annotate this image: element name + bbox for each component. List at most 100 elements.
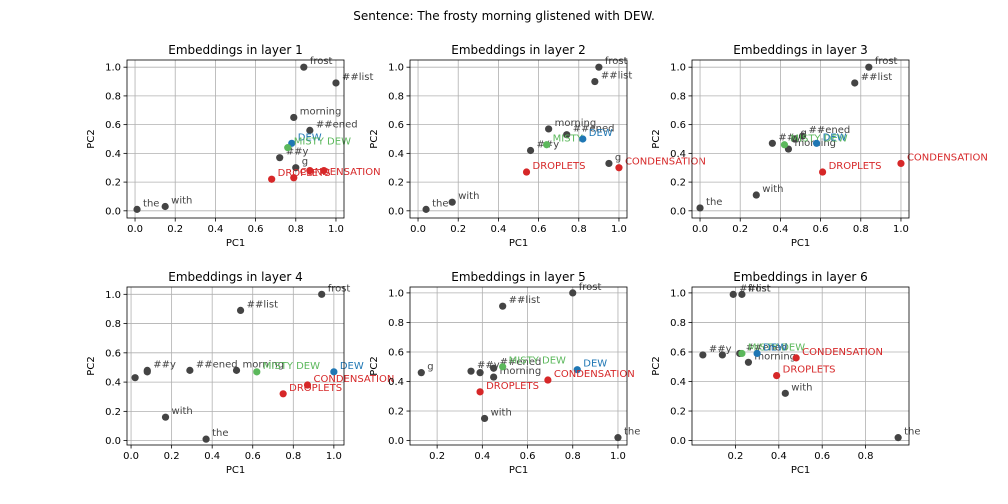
y-tick-label: 0.0 (388, 206, 404, 217)
scatter-point (253, 368, 261, 376)
x-axis-label: PC1 (509, 238, 528, 249)
point-label: DROPLETS (278, 168, 331, 179)
y-tick-label: 1.0 (105, 290, 121, 301)
y-tick-label: 0.6 (388, 347, 404, 358)
scatter-point (792, 354, 800, 362)
scatter-point (812, 139, 821, 147)
point-label: with (762, 184, 783, 195)
y-tick-label: 0.2 (388, 178, 404, 189)
point-label: ##list (739, 283, 771, 294)
point-label: ##ened (809, 125, 851, 136)
x-tick-label: 0.2 (732, 224, 748, 235)
point-label: ##y (778, 132, 801, 143)
y-tick-label: 1.0 (105, 63, 121, 74)
chart-panel-2: 0.0 0.2 0.4 0.6 0.8 1.0 0.0 0.2 0.4 0.6 0.8 1.0 thew… (369, 43, 706, 249)
y-axis-label: PC2 (86, 356, 97, 375)
y-tick-label: 0.2 (388, 407, 404, 418)
point-label: DROPLETS (289, 383, 342, 394)
scatter-point (614, 434, 622, 442)
scatter-point (320, 167, 328, 175)
point-label: ##y (153, 359, 176, 370)
point-label: morning (754, 351, 796, 362)
scatter-point (300, 63, 308, 71)
scatter-point (268, 175, 276, 183)
y-tick-label: 0.4 (105, 378, 121, 389)
point-label: frost (875, 56, 898, 67)
scatter-point (615, 164, 623, 172)
scatter-point (543, 141, 551, 149)
point-label: ##ened (500, 357, 542, 368)
chart-panel-1: 0.0 0.2 0.4 0.6 0.8 1.0 0.0 0.2 0.4 0.6 0.8 1.0 the w… (86, 43, 381, 249)
y-tick-label: 0.8 (105, 319, 121, 330)
y-tick-label: 1.0 (670, 288, 686, 299)
y-tick-label: 0.0 (388, 436, 404, 447)
y-tick-label: 0.6 (388, 120, 404, 131)
point-label: CONDENSATION (313, 374, 394, 385)
x-tick-label: 0.4 (490, 224, 506, 235)
x-tick-label: 0.2 (429, 451, 445, 462)
scatter-point (279, 390, 287, 398)
scatter-point (448, 198, 456, 206)
chart-panel-6: 0.2 0.4 0.6 0.8 0.0 0.2 0.4 0.6 0.8 1.0 the with fro… (651, 270, 921, 476)
x-tick-label: 0.0 (127, 224, 143, 235)
point-label: DEW (583, 359, 607, 370)
y-tick-label: 0.2 (670, 178, 686, 189)
point-label: MISTY (553, 134, 584, 145)
x-axis-label: PC1 (509, 465, 528, 476)
point-label: with (791, 382, 812, 393)
chart-title: Embeddings in layer 4 (168, 270, 302, 284)
scatter-point (897, 159, 905, 168)
y-axis-label: PC2 (86, 129, 97, 148)
scatter-point (306, 126, 314, 134)
scatter-point (232, 366, 241, 374)
scatter-point (422, 205, 430, 213)
point-label: ##list (342, 72, 374, 83)
point-label: with (458, 191, 479, 202)
point-label: CONDENSATION (554, 369, 635, 380)
x-tick-label: 0.6 (814, 451, 830, 462)
scatter-point (865, 63, 873, 71)
point-label: the (432, 198, 448, 209)
y-tick-label: 1.0 (670, 63, 686, 74)
chart-title: Embeddings in layer 6 (733, 270, 867, 284)
point-label: frost (579, 282, 602, 293)
y-tick-label: 0.6 (670, 347, 686, 358)
point-label: CONDENSATION (300, 167, 381, 178)
chart-title: Embeddings in layer 1 (168, 43, 302, 57)
point-label: frost (310, 56, 333, 67)
scatter-point (522, 168, 531, 176)
x-axis-label: PC1 (226, 465, 245, 476)
chart-title: Embeddings in layer 3 (733, 43, 867, 57)
y-tick-label: 0.8 (670, 91, 686, 102)
point-label: the (706, 197, 722, 208)
scatter-point (579, 135, 587, 143)
scatter-point (738, 349, 746, 358)
scatter-point (894, 434, 902, 442)
scatter-point (276, 154, 284, 162)
y-tick-label: 0.0 (105, 436, 121, 447)
point-label: morning (243, 359, 285, 370)
x-tick-label: 0.8 (285, 451, 301, 462)
x-axis-label: PC1 (791, 465, 810, 476)
point-label: CONDENSATION (907, 152, 988, 163)
x-tick-label: 0.8 (288, 224, 304, 235)
point-label: MISTY DEW (748, 342, 805, 353)
y-axis-label: PC2 (369, 129, 380, 148)
scatter-point (161, 202, 169, 211)
point-label: DROPLETS (486, 381, 539, 392)
point-label: frost (328, 283, 351, 294)
scatter-point (699, 351, 707, 359)
axes-frame (691, 286, 910, 446)
point-label: DEW (763, 342, 787, 353)
y-tick-label: 0.0 (670, 206, 686, 217)
y-tick-label: 0.2 (670, 407, 686, 418)
x-tick-label: 0.4 (204, 451, 220, 462)
point-label: DEW (340, 361, 364, 372)
point-label: MISTY DEW (790, 134, 847, 145)
scatter-point (480, 414, 489, 423)
x-tick-label: 0.4 (772, 224, 788, 235)
scatter-point (591, 77, 599, 86)
point-label: ##list (247, 299, 279, 310)
scatter-point (768, 139, 776, 147)
